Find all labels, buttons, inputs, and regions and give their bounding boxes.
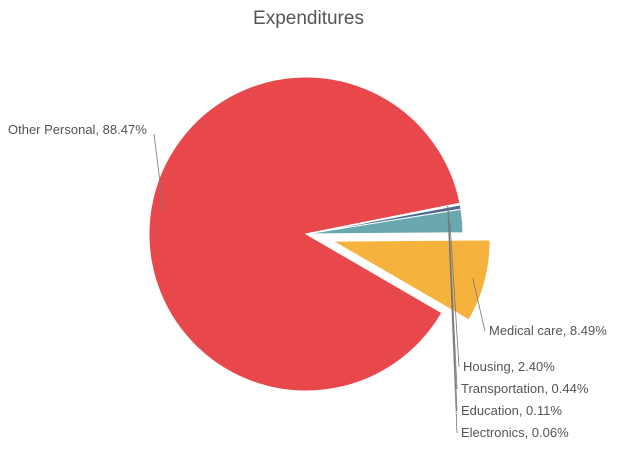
slice-label-housing: Housing, 2.40% (463, 359, 555, 374)
slice-label-transportation: Transportation, 0.44% (461, 381, 589, 396)
slice-label-medical-care: Medical care, 8.49% (489, 323, 607, 338)
slice-label-other-personal: Other Personal, 88.47% (8, 122, 147, 137)
pie-slice-electronics (305, 202, 461, 235)
pie-slice-other-personal (148, 76, 461, 392)
slices-layer (148, 76, 491, 392)
slice-label-education: Education, 0.11% (461, 403, 562, 418)
connectors-layer (153, 133, 486, 434)
connector-other-personal (153, 133, 164, 211)
slice-label-electronics: Electronics, 0.06% (461, 425, 569, 440)
chart-title: Expenditures (253, 8, 364, 29)
labels-layer: Other Personal, 88.47% Medical care, 8.49… (8, 122, 607, 440)
connector-electronics (447, 205, 458, 434)
connector-housing (449, 221, 460, 368)
connector-medical-care (472, 278, 486, 332)
connector-transportation (447, 209, 458, 390)
